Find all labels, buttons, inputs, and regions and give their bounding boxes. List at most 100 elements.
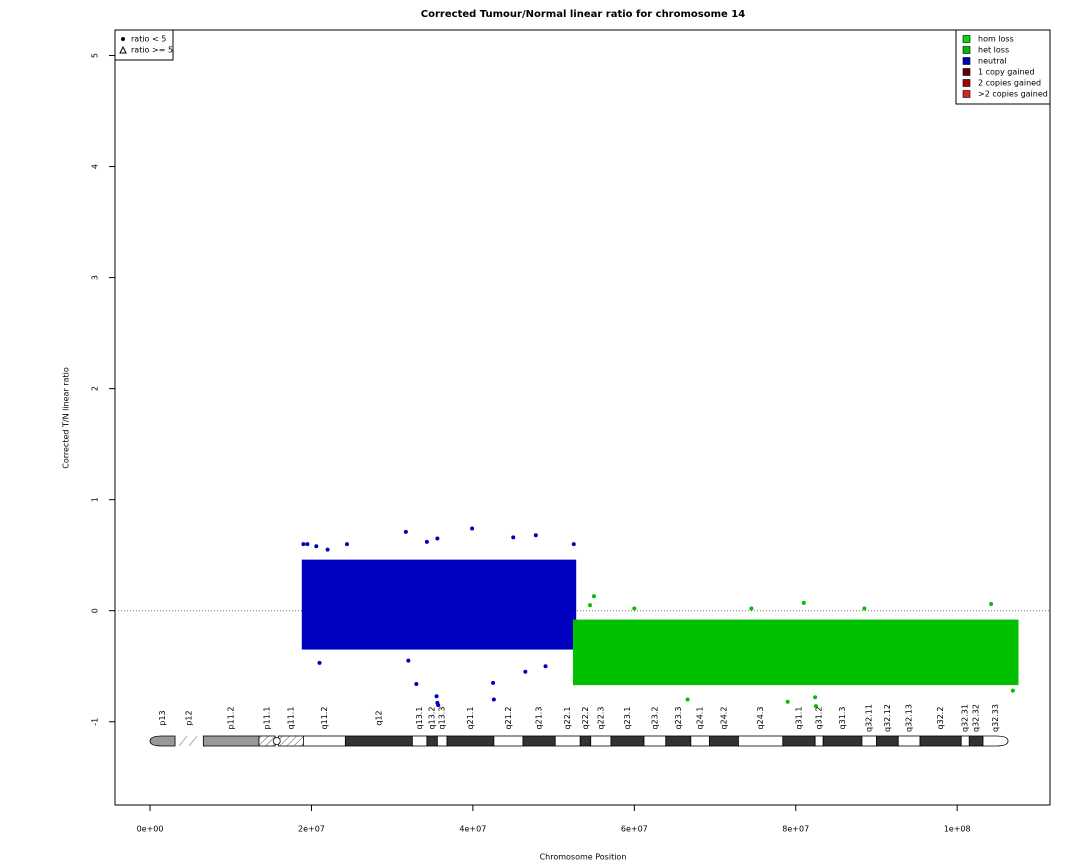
point [403,529,408,534]
band-label: q11.2 [320,707,329,730]
legend-label: 2 copies gained [978,79,1041,88]
legend-symbol [119,45,127,54]
point [491,697,496,702]
band-label: q31.2 [815,707,824,730]
ideogram-band [522,735,556,747]
legend-swatch [962,57,971,65]
band-label: q24.3 [756,707,765,730]
y-tick-label: 3 [91,275,100,280]
x-tick-label: 8e+07 [782,825,809,834]
ideogram-band [782,735,816,747]
band-label: q13.2 [428,707,437,730]
ideogram-band [149,735,176,747]
ideogram-band [590,735,612,747]
ideogram-band [344,735,413,747]
point-cloud [301,559,577,650]
ideogram-band [708,735,739,747]
ideogram-band [738,735,784,747]
point [434,694,439,699]
ideogram-band [446,735,495,747]
x-axis-label: Chromosome Position [540,853,627,862]
band-label: q32.2 [936,707,945,730]
legend-label: neutral [978,57,1007,66]
point [813,695,818,700]
point [1010,688,1015,693]
point [989,602,994,607]
point [414,681,419,686]
ideogram-band [960,735,970,747]
point [406,658,411,663]
ideogram-stalk [178,735,188,747]
band-label: q31.3 [838,707,847,730]
band-label: q24.2 [719,707,728,730]
point [301,542,306,547]
legend-swatch [962,46,971,54]
x-tick-label: 6e+07 [621,825,648,834]
legend-swatch [962,35,971,43]
y-axis-label: Corrected T/N linear ratio [62,367,71,469]
band-label: q32.13 [905,704,914,732]
ideogram-band [554,735,581,747]
point [523,669,528,674]
band-label: p11.1 [263,707,272,730]
band-label: p13 [158,710,167,725]
chart-title: Corrected Tumour/Normal linear ratio for… [421,9,745,20]
band-label: q23.2 [650,707,659,730]
band-label: q21.1 [466,707,475,730]
state-legend-box [955,29,1051,105]
band-label: q32.31 [961,704,970,732]
y-tick-label: 5 [91,53,100,58]
band-label: q13.3 [438,707,447,730]
band-label: q22.2 [581,707,590,730]
x-tick-label: 2e+07 [298,825,325,834]
point [685,697,690,702]
band-label: q31.1 [794,707,803,730]
point [305,542,310,547]
point [317,660,322,665]
ideogram-band [258,735,276,747]
band-label: q22.1 [563,707,572,730]
x-tick-label: 0e+00 [137,825,164,834]
centromere [272,737,281,745]
ideogram-band [579,735,592,747]
point [785,699,790,704]
point [632,606,637,611]
point-cloud [572,619,1019,686]
point [325,547,330,552]
band-label: q24.1 [696,707,705,730]
ideogram-band [302,735,346,747]
band-label: q11.1 [286,707,295,730]
ideogram-band [876,735,899,747]
legend-symbol [121,37,125,41]
point [344,542,349,547]
ideogram-band [897,735,921,747]
y-tick-label: 4 [91,164,100,169]
band-label: q23.1 [623,707,632,730]
legend-swatch [962,79,971,87]
band-label: q21.2 [504,707,513,730]
legend-swatch [962,90,971,98]
band-label: q12 [374,710,383,725]
point [801,600,806,605]
point [543,664,548,669]
band-label: q32.33 [991,704,1000,732]
band-label: p11.2 [227,707,236,730]
point [424,539,429,544]
point [511,535,516,540]
band-label: q23.3 [674,707,683,730]
ideogram-band [610,735,645,747]
band-label: q32.11 [865,704,874,732]
symbol-legend-box [114,29,174,61]
band-label: q21.3 [535,707,544,730]
plot-frame [114,29,1051,806]
point [591,594,596,599]
ideogram-band [643,735,667,747]
point [533,533,538,538]
ideogram-band [968,735,984,747]
band-label: q32.32 [972,704,981,732]
band-label: q32.12 [883,704,892,732]
legend-label: >2 copies gained [978,90,1048,99]
point [862,606,867,611]
x-tick-label: 4e+07 [459,825,486,834]
